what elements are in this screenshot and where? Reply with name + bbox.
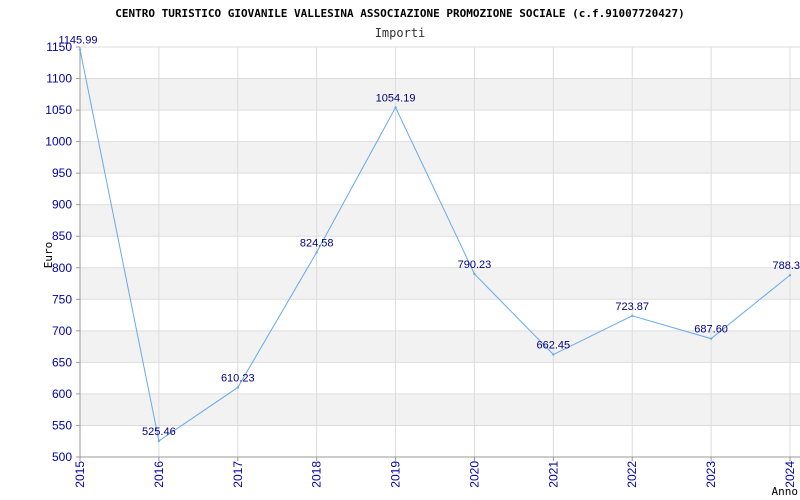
y-tick-label: 1150 (46, 40, 72, 54)
y-axis-label: Euro (42, 242, 55, 269)
x-tick-label: 2018 (310, 461, 324, 488)
data-label: 610.23 (221, 372, 255, 384)
x-tick-label: 2024 (783, 461, 797, 488)
y-tick-label: 750 (52, 292, 72, 306)
grid-band (80, 78, 800, 111)
x-tick-label: 2017 (231, 461, 245, 488)
data-point (315, 251, 318, 254)
y-tick-label: 600 (52, 387, 72, 401)
y-tick-label: 950 (52, 166, 72, 180)
y-tick-label: 1050 (45, 103, 72, 117)
y-tick-label: 900 (52, 198, 72, 212)
x-tick-label: 2023 (704, 461, 718, 488)
data-point (473, 272, 476, 276)
data-label: 662.45 (537, 340, 571, 352)
gridlines (80, 46, 800, 458)
data-point (788, 273, 792, 277)
x-tick-label: 2016 (152, 461, 166, 488)
x-tick-labels: 2015 2016 2017 2018 2019 2020 2021 2022 2023 2024 (73, 457, 797, 488)
data-point (157, 439, 161, 443)
x-tick-label: 2015 (73, 461, 87, 488)
y-tick-label: 1100 (46, 72, 72, 86)
y-tick-label: 800 (52, 261, 72, 275)
axes (79, 47, 800, 458)
data-label: 1145.99 (59, 35, 98, 47)
data-label: 525.46 (142, 426, 176, 438)
data-label: 790.23 (458, 259, 492, 271)
x-tick-label: 2022 (625, 461, 639, 488)
y-tick-label: 650 (52, 355, 72, 369)
y-tick-label: 550 (52, 418, 72, 432)
data-label: 788.3 (772, 260, 800, 272)
y-tick-label: 850 (52, 229, 72, 243)
x-tick-label: 2020 (467, 461, 481, 488)
chart-title: CENTRO TURISTICO GIOVANILE VALLESINA ASS… (115, 7, 685, 20)
y-tick-label: 500 (52, 450, 72, 464)
data-label: 723.87 (615, 301, 649, 313)
grid-bands (80, 78, 800, 426)
data-point (552, 353, 555, 356)
data-point (631, 314, 634, 317)
data-labels: 1145.99 525.46 610.23 824.58 1054.19 790.23 66… (59, 35, 800, 438)
y-tick-label: 1000 (45, 135, 72, 149)
data-point (236, 386, 239, 389)
x-tick-label: 2021 (546, 461, 560, 488)
data-label: 687.60 (694, 324, 728, 336)
data-label: 824.58 (300, 237, 334, 249)
data-point (78, 48, 82, 51)
grid-band (80, 393, 800, 426)
y-tick-label: 700 (52, 324, 72, 338)
x-tick-label: 2019 (389, 461, 403, 488)
data-point (394, 106, 397, 109)
grid-band (80, 330, 800, 363)
data-point (709, 337, 713, 340)
series-line-path (79, 49, 791, 442)
series-line (78, 48, 792, 443)
chart-subtitle: Importi (375, 26, 426, 40)
data-label: 1054.19 (376, 92, 416, 104)
grid-band (80, 141, 800, 174)
grid-band (80, 267, 800, 300)
y-tick-labels: 500 550 600 650 700 750 800 850 900 950 1000 1050 11… (45, 40, 80, 464)
grid-band (80, 204, 800, 237)
x-axis-label: Anno (772, 485, 799, 498)
